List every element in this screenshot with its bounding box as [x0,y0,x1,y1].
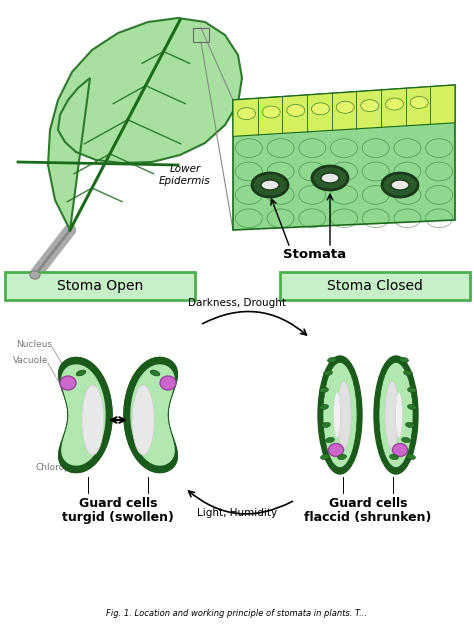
Ellipse shape [328,357,337,362]
Ellipse shape [390,454,399,459]
Text: Guard cells: Guard cells [329,497,407,510]
Ellipse shape [410,96,428,108]
Polygon shape [131,365,174,465]
Ellipse shape [403,371,412,376]
Ellipse shape [160,376,176,390]
Ellipse shape [395,393,402,438]
Text: Fig. 1. Location and working principle of stomata in plants. T...: Fig. 1. Location and working principle o… [107,609,367,618]
Text: Stoma Closed: Stoma Closed [327,279,423,293]
Text: Chloroplast: Chloroplast [35,463,86,472]
Ellipse shape [382,173,418,197]
Ellipse shape [252,173,288,197]
Text: Stoma Open: Stoma Open [57,279,143,293]
Ellipse shape [336,101,354,113]
Ellipse shape [321,173,339,183]
FancyBboxPatch shape [280,272,470,300]
Ellipse shape [60,376,76,390]
Text: Lower
Epidermis: Lower Epidermis [159,164,211,186]
Ellipse shape [323,362,357,468]
Ellipse shape [337,454,346,459]
Ellipse shape [132,385,154,455]
Ellipse shape [337,381,351,449]
Text: flaccid (shrunken): flaccid (shrunken) [304,511,432,524]
Ellipse shape [321,423,330,428]
Ellipse shape [76,370,86,376]
FancyBboxPatch shape [5,272,195,300]
Ellipse shape [262,106,280,118]
Text: Vacuole: Vacuole [13,356,48,365]
Ellipse shape [320,454,329,459]
Ellipse shape [408,404,417,409]
Ellipse shape [391,180,409,190]
Text: Nucleus: Nucleus [16,340,52,349]
Polygon shape [233,85,455,136]
Ellipse shape [287,105,305,116]
Ellipse shape [392,443,408,456]
Ellipse shape [407,454,415,459]
Polygon shape [124,357,177,473]
Ellipse shape [324,371,332,376]
Polygon shape [48,18,242,230]
Bar [193,28,209,42]
Ellipse shape [334,393,340,438]
Polygon shape [233,85,455,230]
Ellipse shape [150,370,160,376]
Text: Light, Humidity: Light, Humidity [197,508,277,518]
Ellipse shape [361,100,379,111]
Ellipse shape [319,387,328,393]
Text: turgid (swollen): turgid (swollen) [62,511,174,524]
Ellipse shape [406,423,414,428]
Ellipse shape [401,438,410,443]
Text: Darkness, Drought: Darkness, Drought [188,298,286,308]
Ellipse shape [311,103,329,115]
Ellipse shape [385,381,399,449]
Ellipse shape [319,404,328,409]
Ellipse shape [237,108,255,120]
Ellipse shape [261,180,279,190]
Ellipse shape [312,166,348,190]
Text: Stomata: Stomata [283,248,346,261]
Polygon shape [59,357,112,473]
Ellipse shape [374,356,418,474]
Ellipse shape [379,362,413,468]
Ellipse shape [328,443,344,456]
Ellipse shape [30,271,40,279]
Polygon shape [62,365,105,465]
Ellipse shape [385,98,403,110]
Text: Guard cells: Guard cells [79,497,157,510]
Ellipse shape [82,385,104,455]
Ellipse shape [326,438,335,443]
Ellipse shape [400,357,409,362]
Ellipse shape [408,387,417,393]
Ellipse shape [318,356,362,474]
